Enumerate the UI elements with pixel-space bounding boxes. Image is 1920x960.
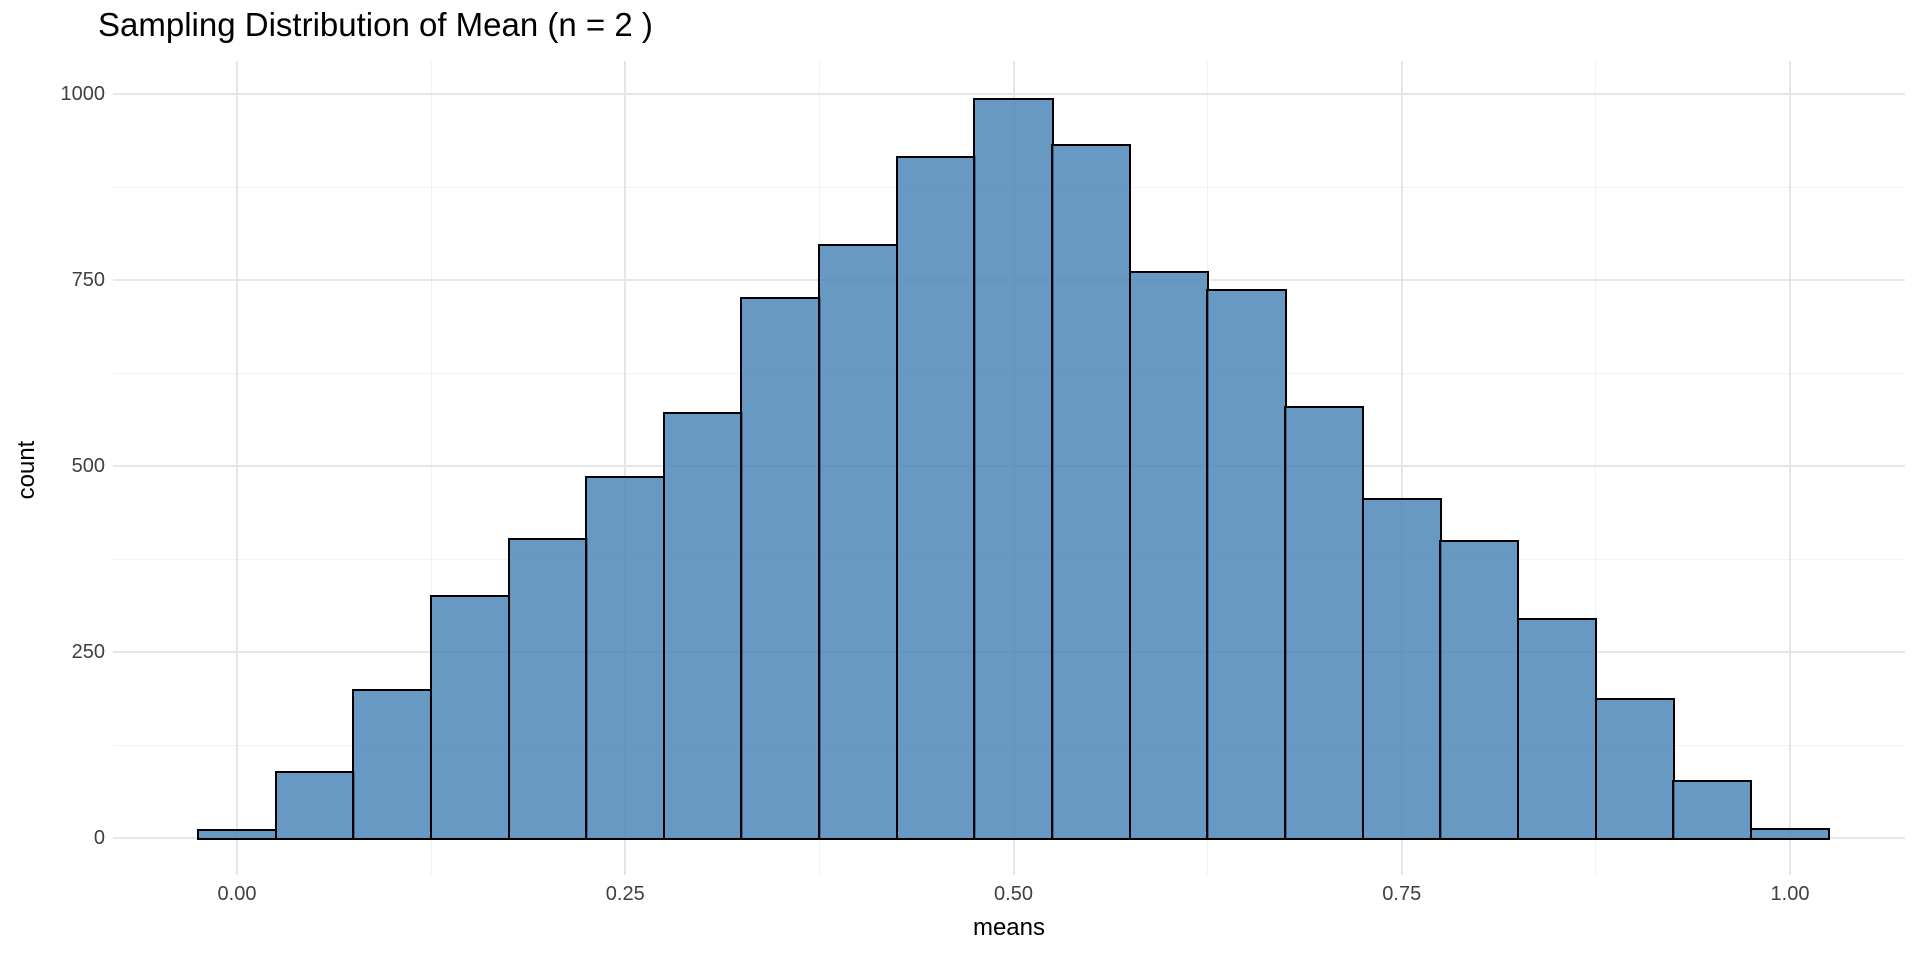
y-tick-label: 1000 [60, 83, 106, 105]
histogram-bar [1051, 143, 1132, 841]
histogram-bar [585, 475, 666, 841]
y-tick-label: 250 [71, 641, 105, 663]
major-gridline-vertical [1789, 61, 1791, 875]
histogram-bar [973, 97, 1054, 841]
histogram-bar [1361, 497, 1442, 841]
plot-panel [113, 61, 1905, 875]
major-gridline-vertical [1400, 61, 1403, 875]
histogram-bar [196, 829, 278, 841]
chart-title: Sampling Distribution of Mean (n = 2 ) [98, 6, 653, 43]
histogram-bar [895, 156, 976, 841]
histogram-bar [662, 411, 743, 841]
major-gridline-vertical [624, 61, 627, 875]
x-tick-label: 0.50 [994, 883, 1033, 905]
x-tick-label: 0.00 [217, 883, 257, 905]
histogram-bar [507, 538, 588, 841]
histogram-bar [1284, 405, 1365, 841]
histogram-bar [274, 771, 355, 841]
histogram-bar [1206, 288, 1287, 841]
minor-gridline-vertical [1595, 61, 1597, 875]
y-axis-title: count [13, 440, 40, 500]
histogram-bar [1594, 698, 1675, 841]
histogram-bar [1439, 540, 1520, 841]
x-tick-label: 0.75 [1382, 883, 1422, 905]
x-tick-label: 0.25 [605, 883, 645, 905]
major-gridline-horizontal [113, 93, 1905, 95]
histogram-bar [1128, 271, 1209, 841]
x-tick-label: 1.00 [1770, 883, 1810, 905]
x-axis-title: means [972, 914, 1046, 941]
histogram-bar [352, 689, 433, 841]
histogram-bar [1672, 779, 1753, 841]
y-tick-label: 0 [93, 827, 105, 849]
histogram-bar [1749, 828, 1831, 841]
minor-gridline-vertical [430, 61, 432, 875]
y-tick-label: 750 [71, 269, 105, 291]
histogram-bar [818, 243, 899, 841]
histogram-bar [1516, 617, 1598, 841]
histogram-bar [740, 297, 821, 841]
y-tick-label: 500 [71, 455, 105, 477]
major-gridline-vertical [236, 61, 238, 875]
histogram-bar [429, 594, 511, 841]
